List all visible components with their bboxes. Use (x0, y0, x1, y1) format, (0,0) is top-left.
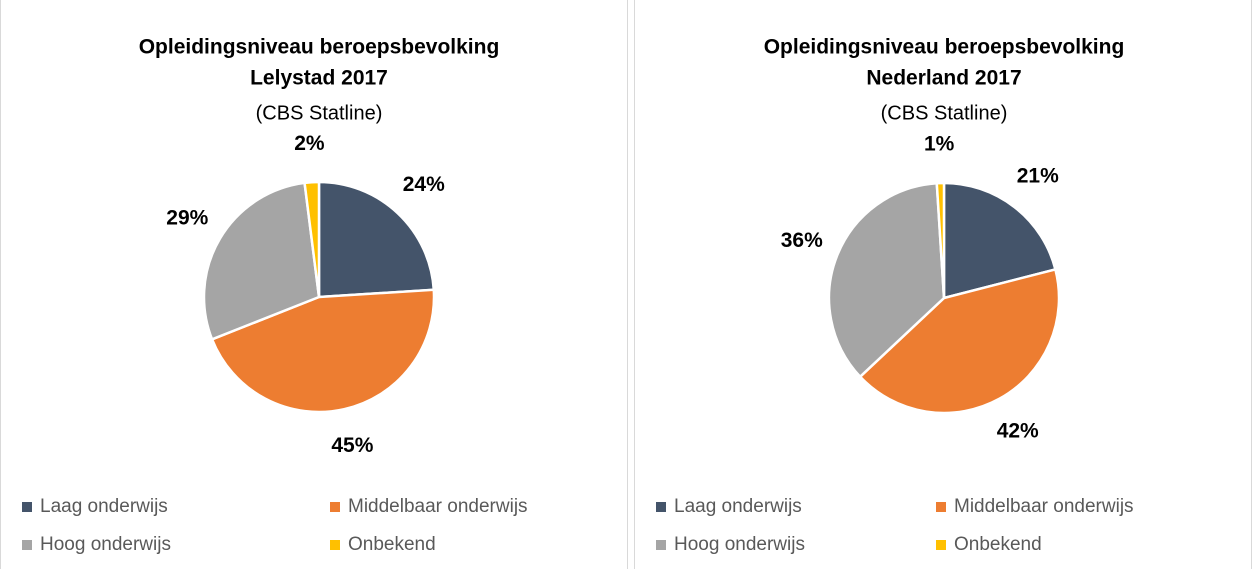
data-label: 1% (924, 133, 955, 156)
legend-swatch (330, 502, 340, 512)
data-label: 45% (331, 434, 373, 457)
legend-label: Laag onderwijs (674, 496, 802, 517)
legend-label: Hoog onderwijs (674, 534, 805, 555)
pie-slice (202, 181, 321, 341)
legend-label: Onbekend (954, 534, 1042, 555)
data-label: 36% (781, 229, 823, 252)
legend-swatch (936, 502, 946, 512)
data-label: 29% (166, 207, 208, 230)
data-label: 21% (1017, 165, 1059, 188)
pie-slice (858, 267, 1061, 415)
legend-label: Middelbaar onderwijs (954, 496, 1134, 517)
pie-slice (303, 180, 321, 298)
data-label: 42% (997, 420, 1039, 443)
legend-swatch (22, 502, 32, 512)
pie-slice (942, 181, 1057, 300)
legend-swatch (936, 540, 946, 550)
legend-swatch (330, 540, 340, 550)
legend-swatch (22, 540, 32, 550)
chart-subtitle: (CBS Statline) (256, 102, 383, 124)
pie-slice (317, 180, 436, 299)
legend-label: Laag onderwijs (40, 496, 168, 517)
chart-title: Nederland 2017 (866, 67, 1021, 90)
data-label: 24% (403, 173, 445, 196)
chart-title: Opleidingsniveau beroepsbevolking (139, 36, 500, 59)
chart-title: Opleidingsniveau beroepsbevolking (764, 36, 1125, 59)
legend-label: Hoog onderwijs (40, 534, 171, 555)
legend-label: Onbekend (348, 534, 436, 555)
legend-swatch (656, 502, 666, 512)
data-label: 2% (294, 132, 325, 155)
pie-slice (935, 181, 946, 299)
chart-title: Lelystad 2017 (250, 67, 388, 90)
legend-swatch (656, 540, 666, 550)
legend-label: Middelbaar onderwijs (348, 496, 528, 517)
pie-slice (210, 288, 436, 414)
chart-subtitle: (CBS Statline) (881, 102, 1008, 124)
pie-slice (827, 181, 946, 379)
